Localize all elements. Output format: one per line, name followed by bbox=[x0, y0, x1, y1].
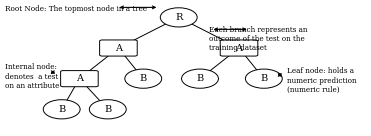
Text: B: B bbox=[196, 74, 204, 83]
Ellipse shape bbox=[160, 8, 197, 27]
Text: Root Node: The topmost node in a tree: Root Node: The topmost node in a tree bbox=[5, 5, 147, 13]
FancyBboxPatch shape bbox=[100, 40, 137, 56]
Text: B: B bbox=[104, 105, 111, 114]
Text: Each branch represents an
outcome of the test on the
training dataset: Each branch represents an outcome of the… bbox=[209, 26, 307, 52]
Ellipse shape bbox=[125, 69, 162, 88]
Text: Leaf node: holds a
numeric prediction
(numeric rule): Leaf node: holds a numeric prediction (n… bbox=[287, 67, 357, 94]
Text: Internal node:
denotes  a test
on an attribute: Internal node: denotes a test on an attr… bbox=[5, 63, 59, 90]
Ellipse shape bbox=[89, 100, 126, 119]
Text: B: B bbox=[58, 105, 65, 114]
FancyArrowPatch shape bbox=[51, 71, 54, 74]
Ellipse shape bbox=[245, 69, 282, 88]
FancyBboxPatch shape bbox=[220, 40, 258, 56]
FancyArrowPatch shape bbox=[278, 74, 281, 76]
Text: A: A bbox=[236, 44, 243, 52]
FancyBboxPatch shape bbox=[60, 71, 98, 87]
Text: B: B bbox=[139, 74, 147, 83]
Ellipse shape bbox=[181, 69, 219, 88]
Text: B: B bbox=[260, 74, 267, 83]
FancyArrowPatch shape bbox=[215, 28, 246, 31]
Text: R: R bbox=[175, 13, 183, 22]
Text: A: A bbox=[115, 44, 122, 52]
FancyArrowPatch shape bbox=[121, 6, 155, 9]
Text: A: A bbox=[76, 74, 83, 83]
Ellipse shape bbox=[43, 100, 80, 119]
